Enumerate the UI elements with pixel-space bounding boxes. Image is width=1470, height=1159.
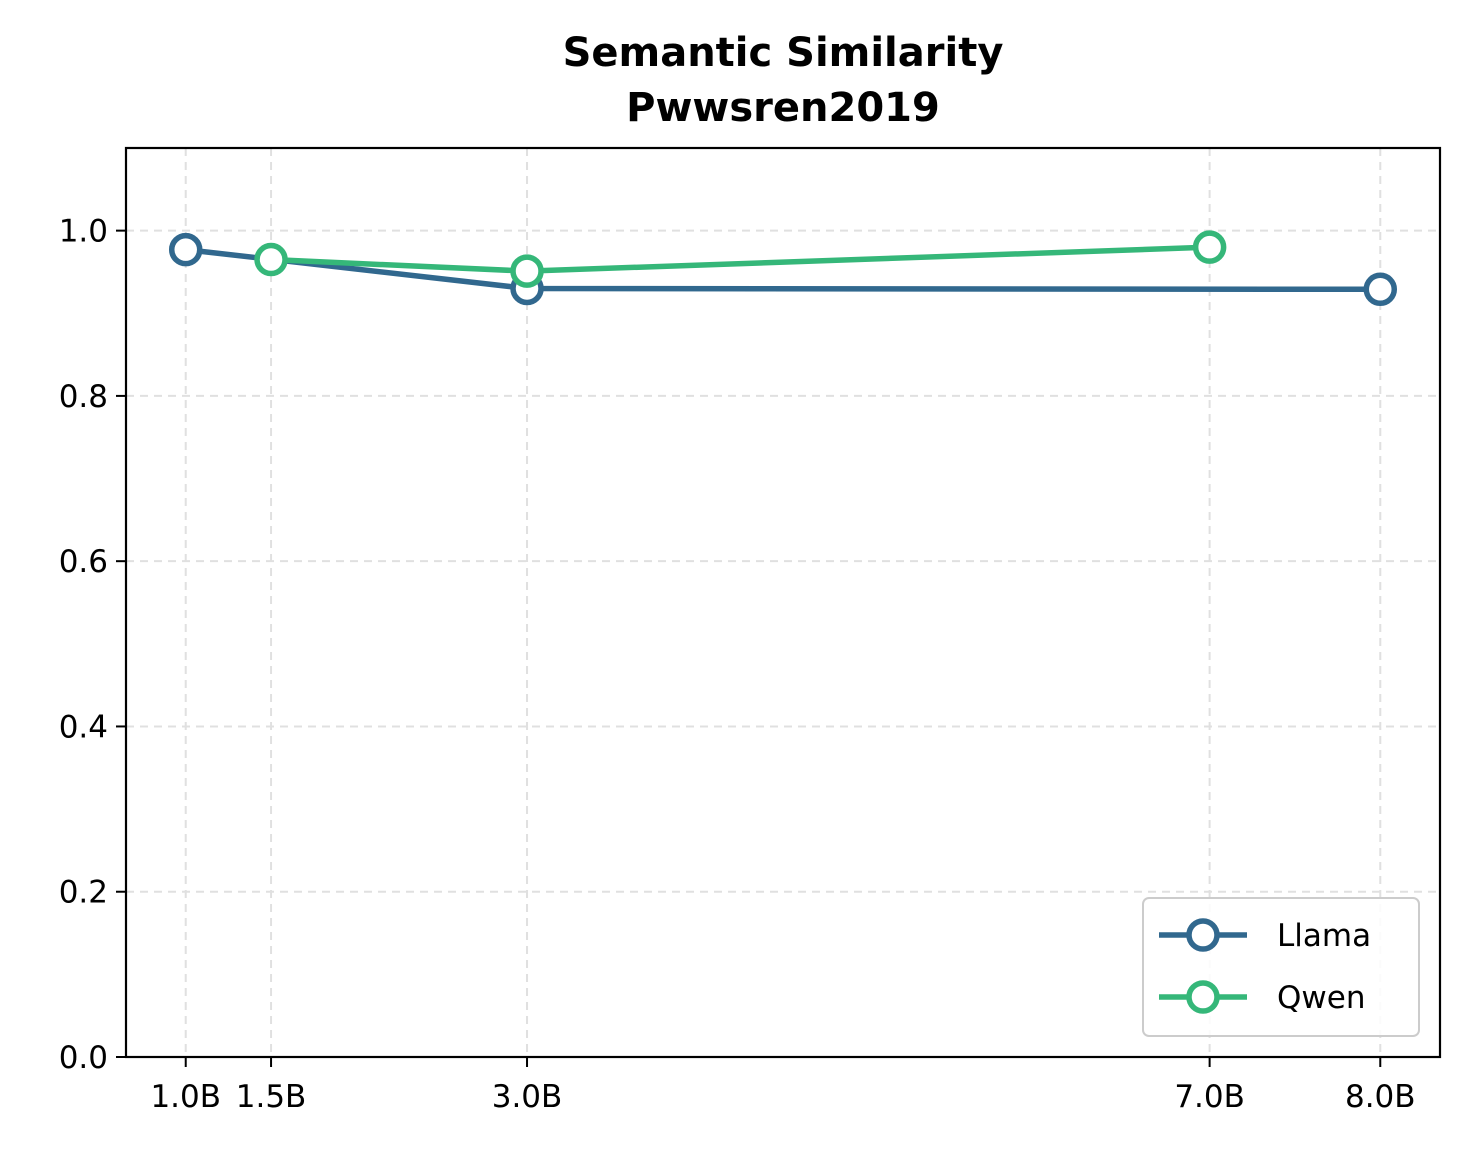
legend-label: Llama	[1277, 918, 1371, 954]
legend-swatch-marker	[1186, 918, 1220, 952]
series-lines	[168, 230, 1398, 307]
legend-swatch-marker	[1186, 980, 1220, 1014]
y-tick-label: 1.0	[59, 214, 108, 250]
plot-frame	[124, 146, 1442, 1059]
series-qwen	[254, 230, 1227, 288]
y-tick-label: 0.8	[59, 379, 108, 415]
chart-title: Semantic Similarity	[563, 30, 1004, 76]
axes	[116, 146, 1442, 1067]
x-tick-label: 1.5B	[236, 1079, 307, 1115]
legend-label: Qwen	[1277, 980, 1365, 1016]
x-tick-label: 3.0B	[492, 1079, 563, 1115]
x-tick-label: 7.0B	[1174, 1079, 1245, 1115]
y-tick-label: 0.2	[59, 875, 108, 911]
data-point	[510, 254, 544, 288]
data-point	[1363, 272, 1398, 307]
legend: Llama Qwen	[1142, 897, 1420, 1037]
chart-subtitle: Pwwsren2019	[626, 85, 940, 131]
data-point	[168, 232, 203, 267]
tick-labels: 1.0B 1.5B 3.0B 7.0B 8.0B 0.0 0.2 0.4 0.6 0.8 1.0	[59, 214, 1416, 1115]
x-tick-label: 8.0B	[1345, 1079, 1416, 1115]
y-tick-label: 0.4	[59, 709, 108, 745]
data-point	[254, 242, 288, 277]
y-tick-label: 0.6	[59, 544, 108, 580]
x-tick-label: 1.0B	[150, 1079, 221, 1115]
y-tick-label: 0.0	[59, 1040, 108, 1076]
data-point	[1192, 230, 1227, 264]
